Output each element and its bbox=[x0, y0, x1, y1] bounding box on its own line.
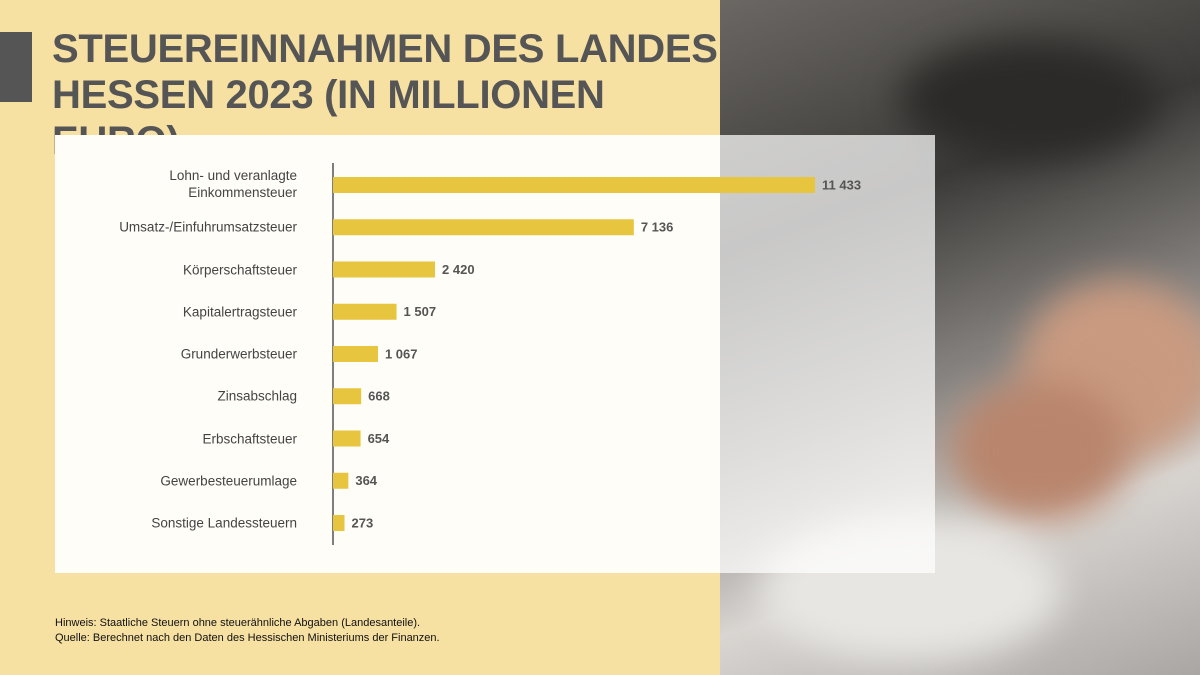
bar bbox=[333, 261, 436, 278]
value-label: 1 507 bbox=[404, 304, 437, 319]
value-label: 273 bbox=[352, 515, 374, 530]
category-label: Zinsabschlag bbox=[217, 388, 297, 404]
bar bbox=[333, 472, 349, 489]
bar bbox=[333, 219, 634, 236]
category-label: Sonstige Landessteuern bbox=[151, 515, 297, 531]
bar bbox=[333, 303, 397, 320]
bar bbox=[333, 388, 362, 405]
category-label: Kapitalertragsteuer bbox=[182, 304, 297, 320]
category-label: Lohn- und veranlagte Einkommensteuer bbox=[169, 168, 297, 200]
category-label: Grunderwerbsteuer bbox=[180, 346, 297, 362]
footnote: Hinweis: Staatliche Steuern ohne steuerä… bbox=[55, 617, 421, 629]
value-label: 1 067 bbox=[385, 346, 418, 361]
bar bbox=[333, 515, 345, 531]
value-label: 668 bbox=[368, 389, 390, 404]
category-label: Körperschaftsteuer bbox=[182, 262, 297, 277]
category-label: Umsatz-/Einfuhrumsatzsteuer bbox=[119, 219, 297, 235]
chart-panel bbox=[55, 135, 935, 573]
bar bbox=[333, 346, 378, 362]
category-label: Gewerbesteuerumlage bbox=[160, 473, 297, 489]
value-label: 364 bbox=[355, 473, 377, 488]
value-label: 11 433 bbox=[822, 177, 861, 192]
title-accent bbox=[0, 32, 32, 102]
source: Quelle: Berechnet nach den Daten des Hes… bbox=[55, 632, 440, 644]
bar bbox=[333, 177, 815, 193]
value-label: 2 420 bbox=[442, 262, 475, 277]
value-label: 654 bbox=[368, 431, 390, 446]
bar bbox=[333, 430, 361, 447]
value-label: 7 136 bbox=[641, 220, 674, 235]
category-label: Erbschaftsteuer bbox=[202, 431, 297, 446]
